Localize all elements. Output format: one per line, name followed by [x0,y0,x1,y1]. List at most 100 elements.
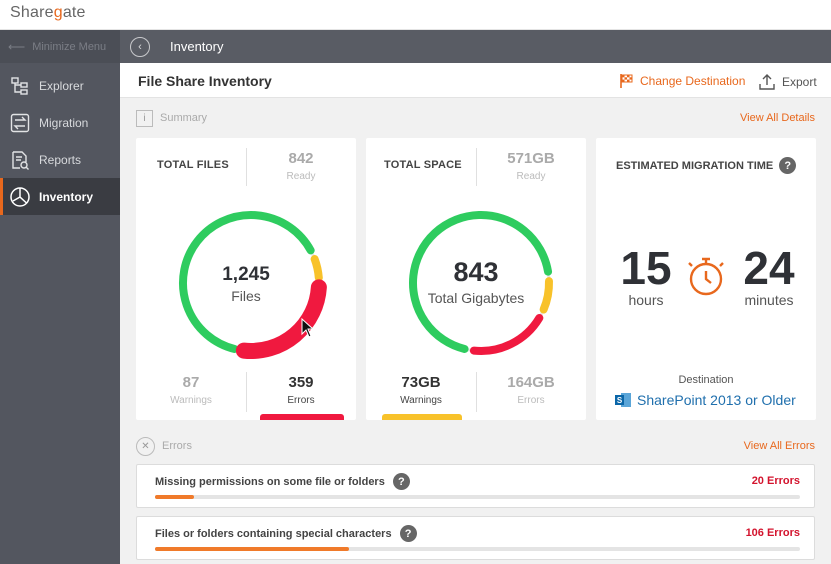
gauge-ready-arc [179,211,315,353]
errors-selected-indicator [260,414,344,420]
help-icon[interactable]: ? [779,157,797,174]
export-label: Export [782,75,817,89]
total-space-gauge [409,211,553,355]
files-ready-stat: 842 Ready [246,150,356,182]
space-ready-value: 571GB [507,150,555,167]
error-row[interactable]: Missing permissions on some file or fold… [136,464,815,508]
files-warnings-value: 87 [182,374,200,391]
topbar-title: Inventory [170,39,224,54]
title-bar: Sharegate [0,0,831,30]
files-warnings-stat: 87 Warnings [136,374,246,406]
divider [476,372,477,412]
reports-icon [9,149,31,171]
mouse-cursor [301,318,315,338]
gauge-warnings-arc [539,277,553,314]
divider [246,372,247,412]
change-destination-button[interactable]: Change Destination [618,73,745,89]
gauge-errors-arc [235,279,327,359]
info-icon: i [136,109,153,127]
files-errors-label: Errors [287,395,315,406]
divider [246,148,247,186]
error-count: 20 Errors [751,475,800,487]
sidebar-item-reports[interactable]: Reports [0,141,120,178]
minutes-stat: 24 minutes [736,244,802,308]
total-files-card: TOTAL FILES 842 Ready 1,245 Files 87 War… [136,138,356,420]
view-all-details-link[interactable]: View All Details [740,112,815,124]
collapse-arrow-icon: ⟵ [8,39,26,54]
minutes-label: minutes [744,292,794,308]
space-warnings-stat[interactable]: 73GB Warnings [366,374,476,406]
explorer-icon [9,75,31,97]
space-errors-value: 164GB [507,374,555,391]
hours-stat: 15 hours [616,244,676,308]
content-area: i Summary View All Details TOTAL FILES 8… [120,98,831,564]
sidebar-item-migration[interactable]: Migration [0,104,120,141]
files-errors-stat[interactable]: 359 Errors [246,374,356,406]
error-description: Missing permissions on some file or fold… [155,475,385,488]
warnings-selected-indicator [382,414,462,420]
files-center: 1,245 Files [176,264,316,304]
sidebar-item-label: Reports [39,152,82,167]
destination-value: SharePoint 2013 or Older [637,392,796,408]
gauge-errors-arc [469,313,544,355]
export-icon [759,74,775,90]
error-row[interactable]: Files or folders containing special char… [136,516,815,560]
help-icon[interactable]: ? [399,525,417,542]
space-warnings-value: 73GB [401,374,441,391]
space-errors-stat: 164GB Errors [476,374,586,406]
export-button[interactable]: Export [758,73,817,91]
space-warnings-label: Warnings [400,395,442,406]
close-circle-icon: ✕ [136,436,155,456]
files-warnings-label: Warnings [170,395,212,406]
files-count: 1,245 [222,264,270,285]
error-progress-track [155,495,800,499]
divider [476,148,477,186]
sidebar-item-label: Explorer [39,78,84,93]
sidebar-item-inventory[interactable]: Inventory [0,178,120,215]
error-row-text: Missing permissions on some file or fold… [155,473,410,490]
minimize-menu-label: Minimize Menu [32,40,107,53]
error-progress-fill [155,495,194,499]
space-ready-label: Ready [516,171,546,182]
view-all-errors-link[interactable]: View All Errors [743,440,815,452]
destination-label: Destination [678,374,734,386]
migration-time-header: ESTIMATED MIGRATION TIME ? [616,157,797,174]
summary-section-header: i Summary View All Details [136,108,815,128]
error-progress-track [155,547,800,551]
back-button[interactable]: ‹ [130,36,150,57]
sidebar: ⟵ Minimize Menu Explorer Migration Repor… [0,30,120,564]
svg-text:S: S [617,396,623,405]
files-ready-label: Ready [286,171,316,182]
errors-label: Errors [162,440,192,452]
minimize-menu-button[interactable]: ⟵ Minimize Menu [0,30,120,63]
gauge-warnings-arc [310,255,323,282]
change-destination-label: Change Destination [640,74,746,88]
inventory-icon [9,186,31,208]
error-count: 106 Errors [745,527,800,539]
sidebar-item-label: Migration [39,115,89,130]
space-center: 843 Total Gigabytes [406,257,546,306]
space-count-label: Total Gigabytes [427,290,525,306]
error-row-text: Files or folders containing special char… [155,525,417,542]
page-title: File Share Inventory [138,73,272,89]
stopwatch-icon [686,255,726,302]
space-count: 843 [453,257,499,287]
sidebar-item-explorer[interactable]: Explorer [0,67,120,104]
chevron-left-icon: ‹ [138,40,142,53]
hours-value: 15 [620,242,672,294]
error-description: Files or folders containing special char… [155,527,392,540]
migration-time-label: ESTIMATED MIGRATION TIME [616,159,774,172]
page-header: File Share Inventory Change Destination … [120,63,831,98]
total-files-gauge [179,211,327,359]
sharepoint-icon: S [615,393,631,407]
minutes-value: 24 [743,242,795,294]
destination-value-row[interactable]: S SharePoint 2013 or Older [614,391,796,409]
files-ready-value: 842 [288,150,314,167]
files-errors-value: 359 [288,374,314,391]
hours-label: hours [628,292,664,308]
total-space-card: TOTAL SPACE 571GB Ready 843 Total Gigaby… [366,138,586,420]
sidebar-item-label: Inventory [39,189,94,204]
space-ready-stat: 571GB Ready [476,150,586,182]
help-icon[interactable]: ? [392,473,410,490]
